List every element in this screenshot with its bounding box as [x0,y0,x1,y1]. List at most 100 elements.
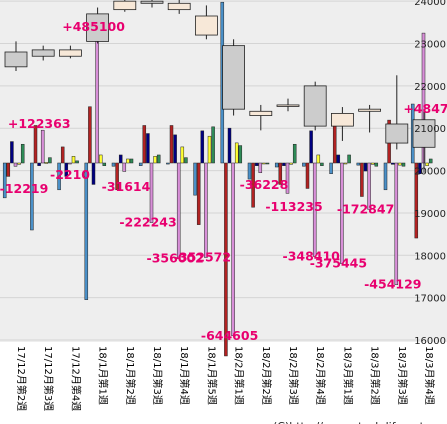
flow-bar-s1-13 [360,162,364,197]
y-tick-label-21000: 21000 [414,124,446,135]
flow-bar-s4-5 [153,156,157,164]
flow-bar-s1-4 [115,162,119,191]
x-tick-label-5: 18/1月第3週 [151,346,164,405]
flow-bar-s1-9 [251,162,255,208]
flow-bar-s1-0 [6,162,11,177]
flow-bar-s3-4 [122,162,127,172]
flow-bar-s5-8 [238,145,243,164]
flow-bar-s2-12 [336,154,341,164]
flow-bar-s3-9 [258,162,263,173]
flow-bar-s1-10 [278,162,283,185]
flow-bar-s0-4 [111,162,116,167]
x-tick-label-11: 18/2月第4週 [314,346,327,405]
flow-bar-s0-12 [329,162,333,174]
flow-bar-s4-4 [126,158,130,164]
candle-body-13 [358,108,382,112]
flow-bar-s4-2 [71,156,76,164]
x-tick-label-14: 18/3月第3週 [396,346,409,405]
x-tick-label-9: 18/2月第2週 [260,346,273,405]
data-label-7: -352572 [174,249,231,264]
x-tick-label-4: 18/1月第2週 [124,346,137,405]
y-tick-label-16000: 16000 [414,336,446,347]
candle-body-15 [412,119,436,148]
flow-bar-s4-7 [207,135,212,164]
flow-bar-s5-6 [184,157,188,164]
flow-bar-s4-9 [262,162,266,165]
data-label-13: -172847 [337,201,394,216]
flow-bar-s0-14 [383,162,388,191]
flow-bar-s0-2 [57,162,61,191]
data-label-15: +4847 [403,101,447,116]
flow-bar-s2-2 [64,162,69,177]
x-tick-label-13: 18/3月第2週 [369,346,382,405]
flow-bar-s0-0 [2,162,7,199]
flow-bar-s5-1 [48,157,52,164]
flow-bar-s2-6 [173,134,177,164]
candle-body-14 [385,123,409,144]
x-tick-label-2: 17/12月第4週 [69,346,82,411]
candle-body-0 [4,51,28,68]
flow-bar-s1-6 [169,125,174,164]
flow-bar-s2-10 [282,162,286,166]
flow-bar-s5-10 [292,143,297,164]
data-label-9: -36228 [240,177,289,192]
flow-bar-s4-6 [180,146,185,164]
flow-bar-s5-0 [20,143,25,164]
flow-bar-s2-3 [91,162,96,185]
flow-bar-s4-10 [289,162,293,165]
flow-bar-s2-11 [309,130,313,164]
candle-body-5 [140,0,164,4]
x-tick-label-12: 18/3月第1週 [341,346,354,405]
flow-bar-s1-7 [196,162,201,225]
flow-bar-s2-7 [200,130,205,164]
flow-bar-s3-6 [176,162,181,259]
candle-body-4 [113,0,137,11]
candle-body-9 [249,110,273,116]
flow-bar-s5-3 [102,162,107,166]
flow-bar-s2-4 [118,154,123,164]
flow-bar-s1-8 [224,162,228,357]
flow-bar-s3-13 [367,162,371,210]
flow-bar-s2-1 [37,162,41,166]
flow-bar-s4-1 [44,162,49,164]
x-tick-label-6: 18/1月第4週 [178,346,191,405]
flow-bar-s3-14 [394,162,399,285]
flow-bar-s0-13 [356,162,361,166]
y-tick-label-22000: 22000 [414,82,446,93]
flow-bar-s5-12 [347,154,351,164]
candle-body-7 [194,15,218,36]
flow-bar-s4-13 [370,162,375,165]
flow-bar-s4-14 [398,162,402,166]
flow-bar-s3-1 [40,129,45,164]
flow-bar-s2-14 [390,162,395,165]
flow-bar-s3-5 [149,162,154,223]
flow-bar-s2-13 [363,162,368,172]
flow-bar-s5-9 [265,162,270,165]
x-tick-label-8: 18/2月第1週 [233,346,246,405]
flow-bar-s2-5 [146,133,150,164]
flow-bar-s1-3 [88,106,92,164]
flow-bar-s5-7 [211,126,215,164]
data-label-8: -644605 [201,328,258,343]
candle-body-6 [167,2,191,11]
flow-bar-s5-4 [129,158,134,164]
data-label-0: -12219 [0,181,48,196]
flow-bar-s0-3 [84,162,89,300]
flow-bar-s4-12 [343,162,348,165]
data-label-1: +122363 [8,116,71,131]
flow-bar-s0-9 [247,162,252,180]
data-label-6: -356002 [147,250,204,265]
flow-bar-s2-8 [227,127,232,164]
data-label-11: -348410 [283,248,341,263]
flow-bar-s3-11 [312,162,317,257]
y-tick-label-18000: 18000 [414,251,446,262]
flow-bar-s1-2 [60,146,65,164]
y-tick-label-23000: 23000 [414,40,446,51]
flow-bar-s5-14 [401,162,406,167]
candle-body-1 [31,49,55,57]
x-tick-label-10: 18/2月第3週 [287,346,300,405]
flow-bar-s3-10 [285,162,290,194]
flow-bar-s3-12 [340,162,344,264]
